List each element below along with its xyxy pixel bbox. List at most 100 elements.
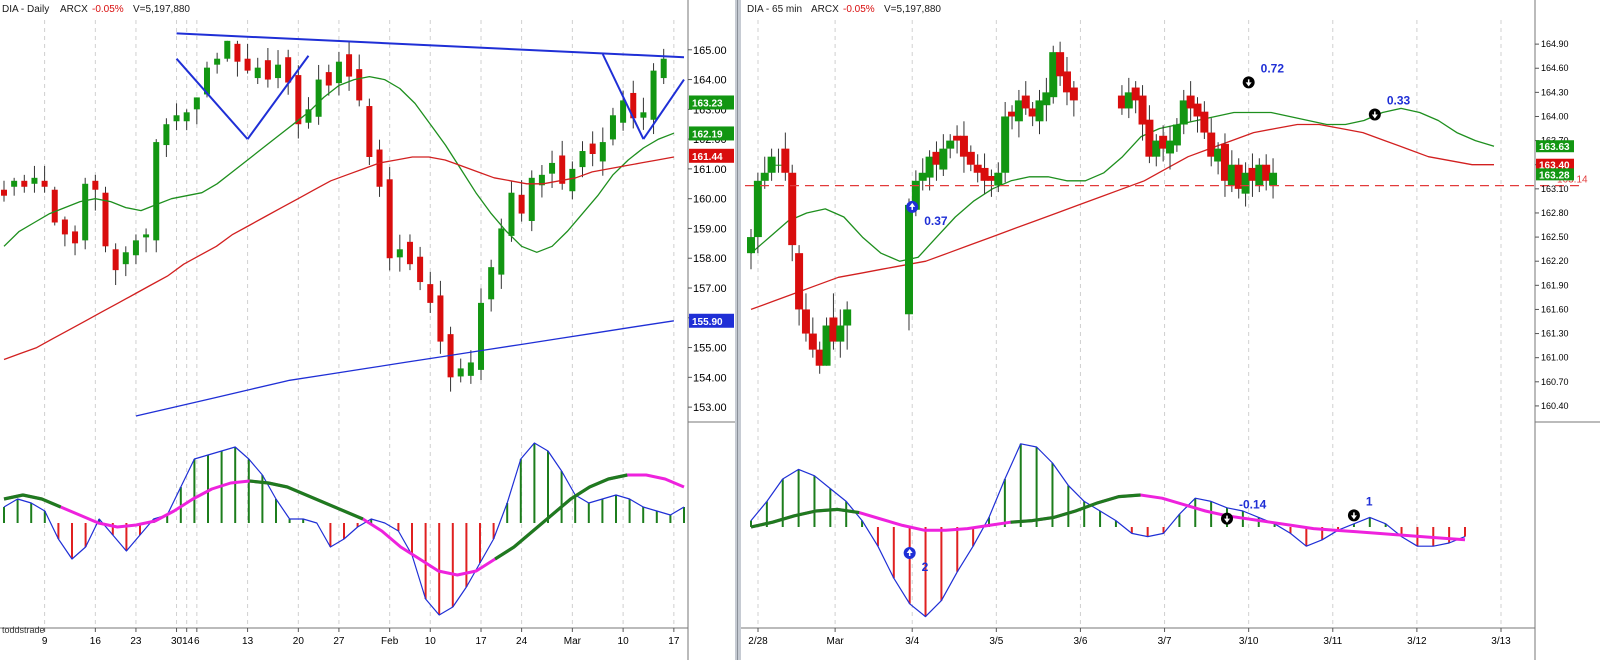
- daily-candle: [325, 72, 332, 86]
- daily-candle: [427, 284, 434, 303]
- daily-candle: [275, 64, 282, 79]
- daily-price-label-box: [689, 148, 734, 163]
- intraday-candle: [1117, 95, 1126, 109]
- daily-candle: [660, 58, 667, 79]
- intraday-ytick-label: 162.50: [1541, 232, 1569, 242]
- daily-signal-up-segment: [3, 493, 62, 509]
- intraday-annotation-label: 0.33: [1387, 93, 1411, 107]
- daily-ytick-label: 159.00: [693, 223, 727, 235]
- intraday-candle: [829, 317, 838, 342]
- daily-moving-averages: [3, 75, 675, 417]
- intraday-candle: [1124, 92, 1133, 109]
- daily-candle: [579, 151, 586, 168]
- intraday-candle: [994, 172, 1003, 186]
- intraday-header: DIA - 65 min ARCX -0.05% V=5,197,880: [747, 4, 941, 15]
- daily-xtick-label: 17: [475, 636, 487, 647]
- daily-candle: [214, 58, 221, 65]
- intraday-candle: [1138, 95, 1147, 125]
- intraday-exchange: ARCX: [811, 4, 839, 15]
- daily-xtick-label: '14: [180, 636, 193, 647]
- daily-candle: [11, 180, 18, 187]
- daily-candle: [376, 149, 383, 187]
- daily-candle: [396, 249, 403, 258]
- daily-price-axis: 165.00164.00163.00162.00161.00160.00159.…: [688, 45, 734, 414]
- intraday-candle: [973, 164, 982, 173]
- daily-signal-up-segment: [249, 479, 364, 521]
- intraday-candle: [1255, 164, 1264, 186]
- daily-trendlines: [175, 32, 685, 140]
- daily-candle: [315, 79, 322, 117]
- daily-change: -0.05%: [92, 4, 124, 15]
- daily-volume: V=5,197,880: [133, 4, 190, 15]
- daily-trendline: [642, 78, 685, 140]
- daily-candle: [467, 362, 474, 376]
- intraday-candle: [1049, 52, 1058, 98]
- daily-xtick-label: 30: [171, 636, 183, 647]
- daily-candle: [630, 92, 637, 119]
- intraday-price-label: 163.28: [1539, 170, 1570, 181]
- daily-price-label: 162.19: [692, 129, 723, 140]
- intraday-xtick-label: 3/5: [989, 636, 1003, 647]
- intraday-candle: [980, 167, 989, 181]
- daily-candle: [102, 192, 109, 247]
- daily-xtick-label: 10: [618, 636, 630, 647]
- daily-candle: [538, 174, 545, 186]
- daily-candle: [498, 228, 505, 275]
- intraday-candle: [822, 325, 831, 366]
- intraday-candle: [932, 151, 941, 165]
- intraday-ytick-label: 161.60: [1541, 304, 1569, 314]
- daily-chart-pane[interactable]: 165.00164.00163.00162.00161.00160.00159.…: [0, 0, 735, 660]
- intraday-candle: [1248, 167, 1257, 181]
- intraday-signal-up-segment: [1010, 493, 1141, 524]
- intraday-xtick-label: 3/4: [905, 636, 919, 647]
- daily-ytick-label: 157.00: [693, 283, 727, 295]
- watermark: toddstrade: [2, 625, 45, 635]
- intraday-ytick-label: 161.90: [1541, 280, 1569, 290]
- intraday-price-label-box: [1536, 140, 1574, 153]
- intraday-candle: [1262, 164, 1271, 181]
- daily-xtick-label: Feb: [381, 636, 399, 647]
- intraday-candle: [767, 156, 776, 173]
- intraday-candle: [1145, 119, 1154, 157]
- intraday-ytick-label: 164.60: [1541, 63, 1569, 73]
- intraday-candle: [1227, 164, 1236, 186]
- daily-candle: [244, 58, 251, 71]
- intraday-title: DIA - 65 min: [747, 4, 802, 15]
- daily-candle: [559, 155, 566, 184]
- daily-candle: [366, 106, 373, 157]
- daily-ytick-label: 161.00: [693, 164, 727, 176]
- intraday-candle: [1186, 95, 1195, 109]
- intraday-candle: [1193, 103, 1202, 117]
- daily-candle: [457, 368, 464, 377]
- daily-candle: [51, 189, 58, 223]
- intraday-candle: [788, 172, 797, 246]
- daily-ytick-label: 160.00: [693, 194, 727, 206]
- intraday-candle: [1008, 111, 1017, 117]
- daily-xtick-label: 10: [425, 636, 437, 647]
- intraday-candle: [911, 180, 920, 210]
- daily-candle: [285, 57, 292, 83]
- daily-xtick-label: 20: [293, 636, 305, 647]
- intraday-chart-pane[interactable]: 163.14 0.370.720.332-0.141 164.90164.601…: [741, 0, 1600, 660]
- daily-candle: [112, 249, 119, 271]
- intraday-candle: [843, 309, 852, 326]
- intraday-candles: [747, 41, 1278, 374]
- intraday-xtick-label: 3/6: [1073, 636, 1087, 647]
- daily-xtick-label: 13: [242, 636, 254, 647]
- daily-ytick-label: 153.00: [693, 402, 727, 414]
- intraday-pane-bg: [741, 0, 1600, 660]
- intraday-annotation-label: 1: [1366, 494, 1373, 508]
- intraday-candle: [1069, 87, 1078, 101]
- intraday-ytick-label: 162.80: [1541, 208, 1569, 218]
- daily-candle: [356, 69, 363, 101]
- intraday-candle: [836, 325, 845, 342]
- intraday-candle: [747, 237, 755, 254]
- daily-candle: [599, 142, 606, 162]
- daily-candle: [508, 192, 515, 236]
- daily-xtick-label: 17: [668, 636, 680, 647]
- daily-candle: [61, 219, 68, 235]
- intraday-candle: [1152, 140, 1161, 157]
- daily-candle: [72, 231, 79, 244]
- daily-candle: [589, 143, 596, 154]
- intraday-signal-up-segment: [750, 507, 860, 529]
